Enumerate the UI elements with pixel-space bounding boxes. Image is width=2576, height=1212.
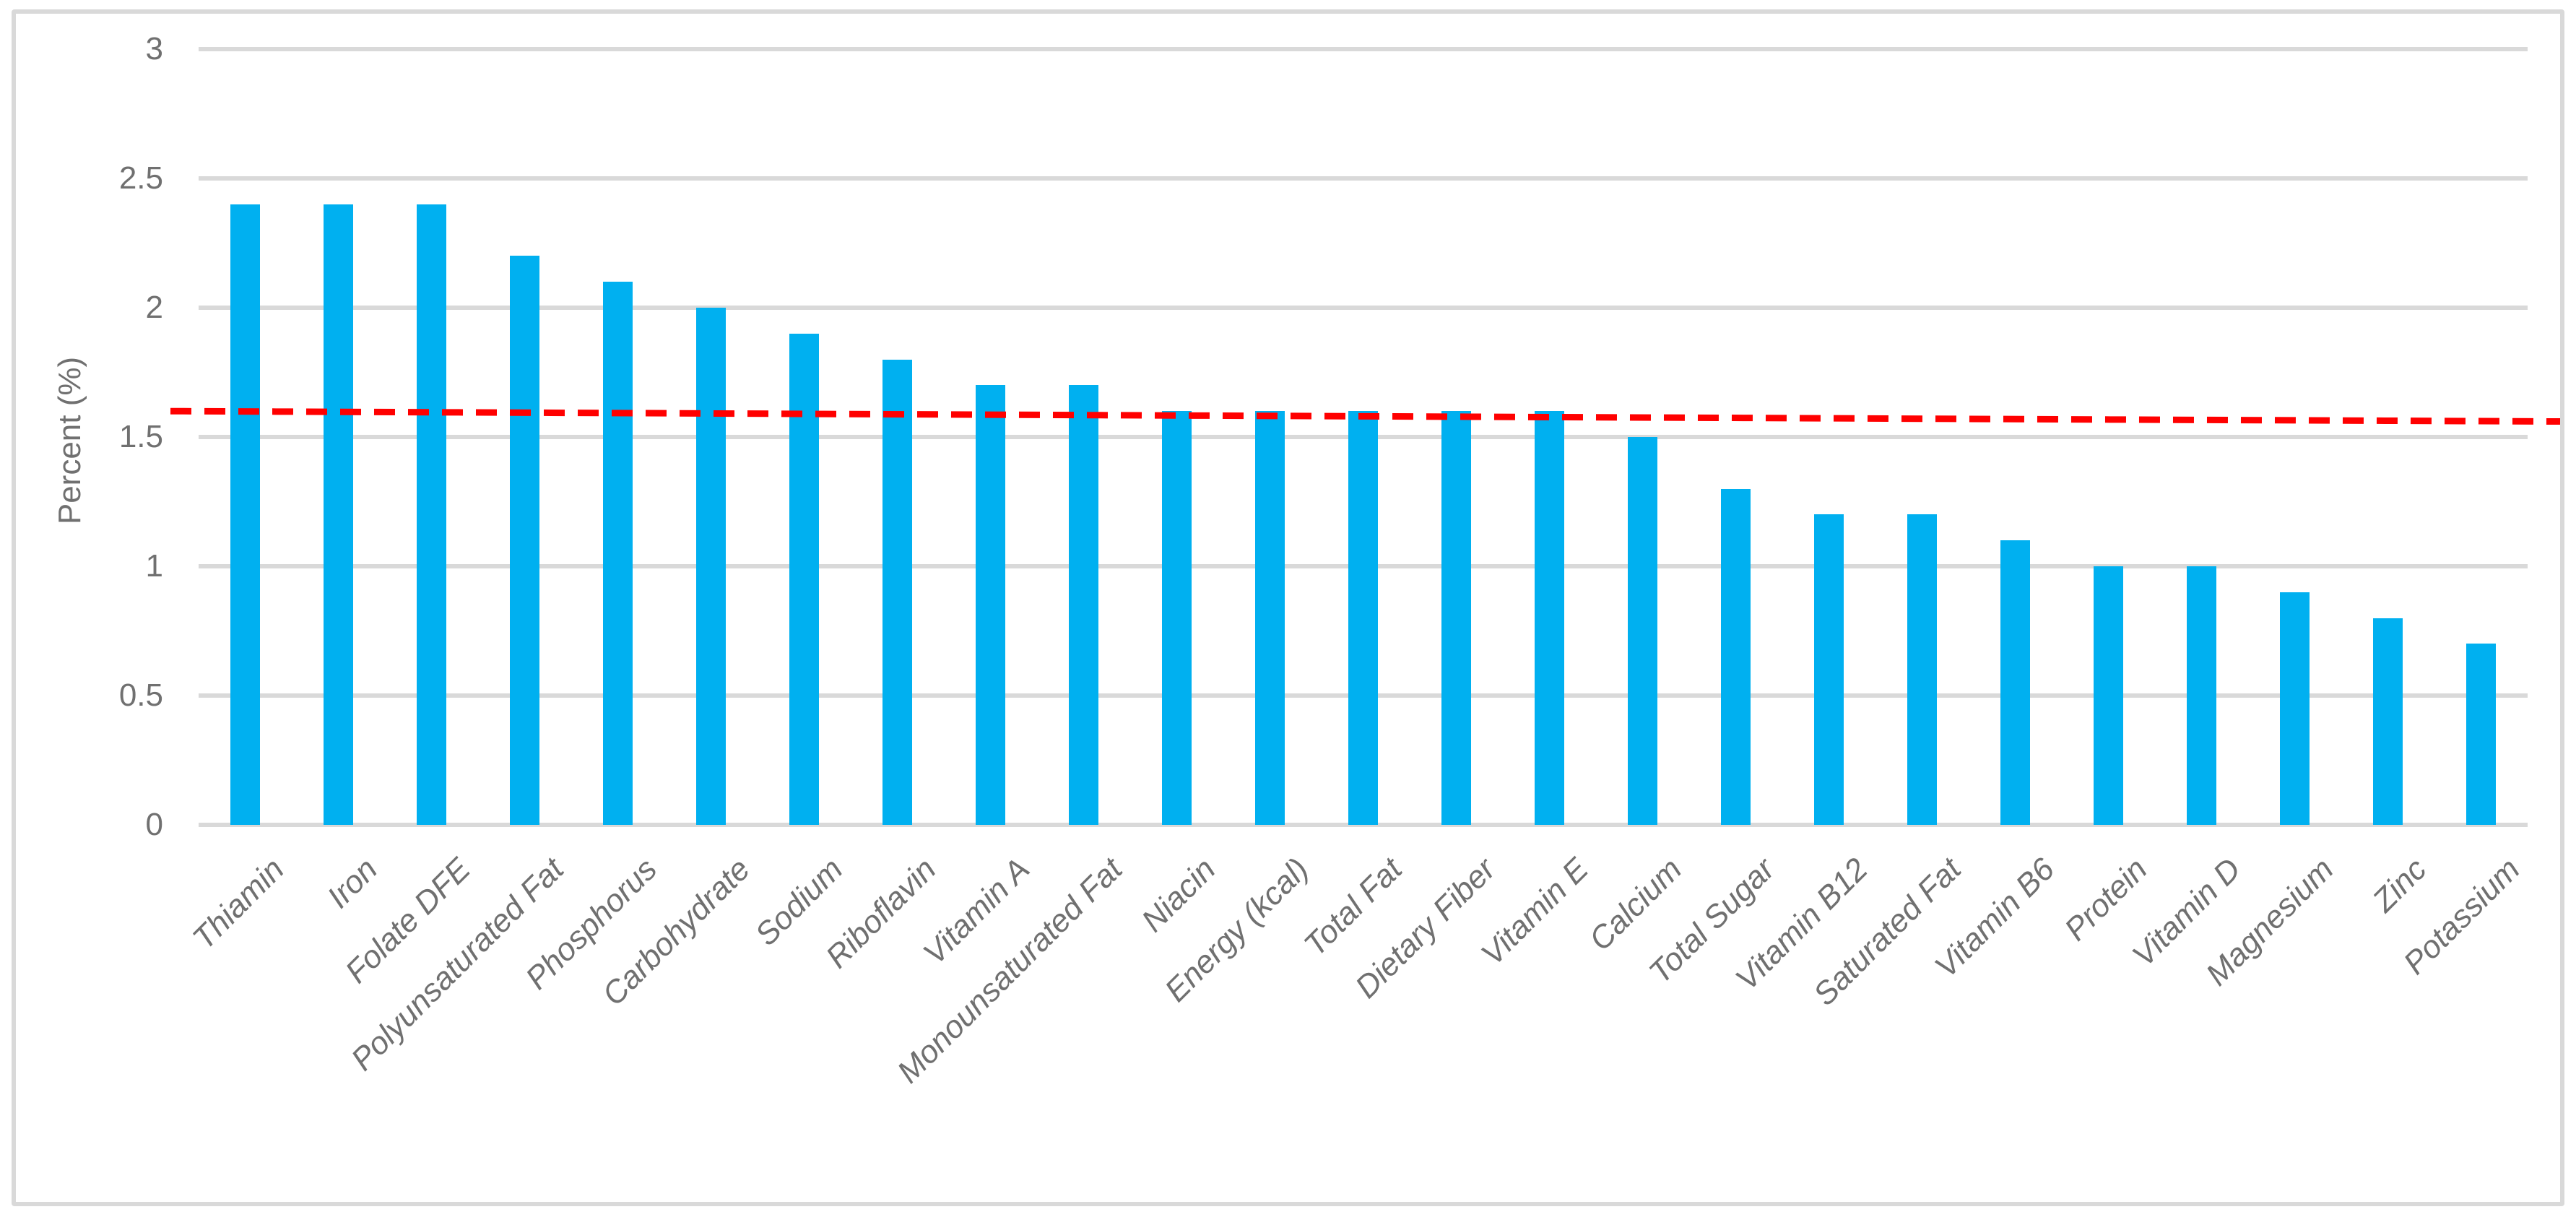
bar-saturated-fat (1907, 514, 1937, 825)
bar-monounsaturated-fat (1069, 385, 1098, 825)
bar-potassium (2466, 644, 2496, 825)
bar-riboflavin (882, 359, 912, 825)
bar-folate-dfe (417, 204, 446, 825)
y-tick-label-3: 3 (145, 31, 163, 66)
y-tick-label-0.5: 0.5 (118, 678, 163, 713)
bar-dietary-fiber (1441, 411, 1471, 825)
bar-polyunsaturated-fat (510, 256, 539, 825)
bar-vitamin-e (1535, 411, 1564, 825)
bar-total-fat (1348, 411, 1378, 825)
bar-energy-kcal (1255, 411, 1285, 825)
y-tick-label-2: 2 (145, 290, 163, 325)
bar-vitamin-a (976, 385, 1005, 825)
bar-phosphorus (603, 282, 633, 825)
bar-magnesium (2280, 592, 2310, 825)
bar-carbohydrate (696, 308, 726, 825)
y-tick-label-1.5: 1.5 (118, 419, 163, 454)
gridline-3 (199, 47, 2528, 51)
bar-protein (2094, 566, 2123, 825)
bar-vitamin-b6 (2000, 540, 2030, 825)
y-tick-label-0: 0 (145, 807, 163, 842)
bar-niacin (1162, 411, 1192, 825)
bar-zinc (2373, 618, 2403, 825)
y-tick-label-1: 1 (145, 548, 163, 584)
trendline (170, 407, 2561, 425)
gridline-0 (199, 823, 2528, 827)
gridline-2 (199, 306, 2528, 310)
gridline-2.5 (199, 176, 2528, 181)
bar-total-sugar (1721, 488, 1751, 825)
bar-thiamin (230, 204, 260, 825)
bar-vitamin-b12 (1814, 514, 1844, 825)
y-tick-label-2.5: 2.5 (118, 160, 163, 196)
bar-vitamin-d (2187, 566, 2216, 825)
bar-iron (324, 204, 353, 825)
bar-calcium (1628, 437, 1657, 825)
